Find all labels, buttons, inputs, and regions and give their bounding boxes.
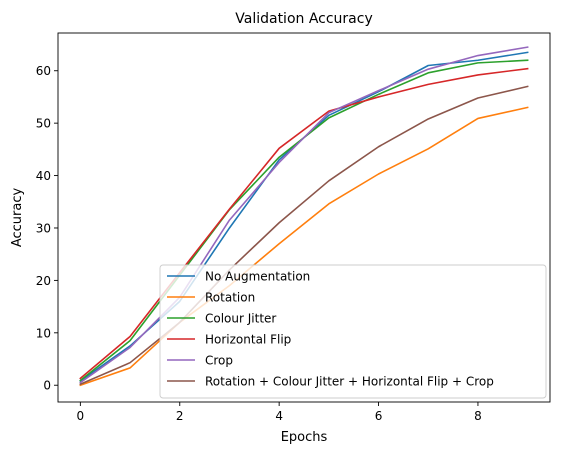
- legend: No Augmentation Rotation Colour Jitter Hori…: [159, 264, 547, 399]
- legend-label: Rotation + Colour Jitter + Horizontal Fl…: [205, 375, 494, 389]
- y-axis-ticks: 0 10 20 30 40 50 60: [36, 64, 58, 393]
- x-axis-label: Epochs: [281, 430, 328, 445]
- legend-box: [159, 264, 547, 399]
- series-line-2: [79, 106, 529, 387]
- plot-lines: [79, 46, 529, 387]
- x-axis-ticks: 0 2 4 6 8: [77, 402, 482, 423]
- y-tick-label: 60: [36, 64, 51, 78]
- y-tick-label: 0: [43, 379, 51, 393]
- y-tick-label: 20: [36, 274, 51, 288]
- series-line-5: [79, 46, 529, 384]
- y-tick-label: 10: [36, 326, 51, 340]
- y-tick-label: 40: [36, 169, 51, 183]
- chart-title: Validation Accuracy: [235, 11, 373, 27]
- series-line-6: [79, 85, 529, 386]
- y-axis-label: Accuracy: [10, 188, 25, 248]
- y-tick-label: 30: [36, 221, 51, 235]
- x-tick-label: 4: [275, 409, 283, 423]
- x-tick-label: 8: [474, 409, 482, 423]
- plot-frame: [57, 32, 551, 403]
- x-tick-label: 0: [77, 409, 85, 423]
- x-tick-label: 6: [375, 409, 383, 423]
- legend-label: Colour Jitter: [205, 312, 276, 326]
- series-line-4: [79, 67, 529, 380]
- legend-label: Crop: [205, 354, 233, 368]
- legend-label: Rotation: [205, 291, 255, 305]
- legend-label: Horizontal Flip: [205, 333, 291, 347]
- x-tick-label: 2: [176, 409, 184, 423]
- y-tick-label: 50: [36, 117, 51, 131]
- legend-label: No Augmentation: [205, 270, 310, 284]
